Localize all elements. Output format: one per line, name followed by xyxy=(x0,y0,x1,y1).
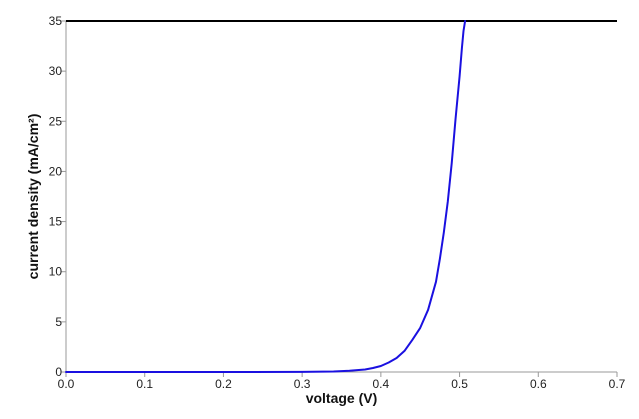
y-tick-label: 25 xyxy=(49,114,63,128)
y-axis-title: current density (mA/cm²) xyxy=(25,114,41,280)
y-tick-label: 10 xyxy=(49,265,63,279)
series-layer xyxy=(65,20,467,373)
y-tick-label: 5 xyxy=(55,315,62,329)
y-tick-label: 20 xyxy=(49,164,63,178)
x-tick-label: 0.5 xyxy=(451,377,468,391)
y-tick-label: 30 xyxy=(49,64,63,78)
x-tick-label: 0.2 xyxy=(215,377,232,391)
y-tick-label: 0 xyxy=(55,365,62,379)
y-tick-label: 15 xyxy=(49,215,63,229)
x-tick-label: 0.4 xyxy=(373,377,390,391)
x-axis-title: voltage (V) xyxy=(306,390,378,406)
y-axis-ticks: 0 5 10 15 20 25 30 35 xyxy=(49,14,66,379)
x-tick-label: 0.0 xyxy=(58,377,75,391)
x-tick-label: 0.6 xyxy=(530,377,547,391)
y-tick-label: 35 xyxy=(49,14,63,28)
x-tick-label: 0.7 xyxy=(609,377,626,391)
plot-frame xyxy=(65,20,617,373)
series-line xyxy=(65,20,467,373)
x-axis-ticks: 0.0 0.1 0.2 0.3 0.4 0.5 0.6 0.7 xyxy=(58,372,626,391)
x-tick-label: 0.1 xyxy=(136,377,153,391)
x-tick-label: 0.3 xyxy=(294,377,311,391)
